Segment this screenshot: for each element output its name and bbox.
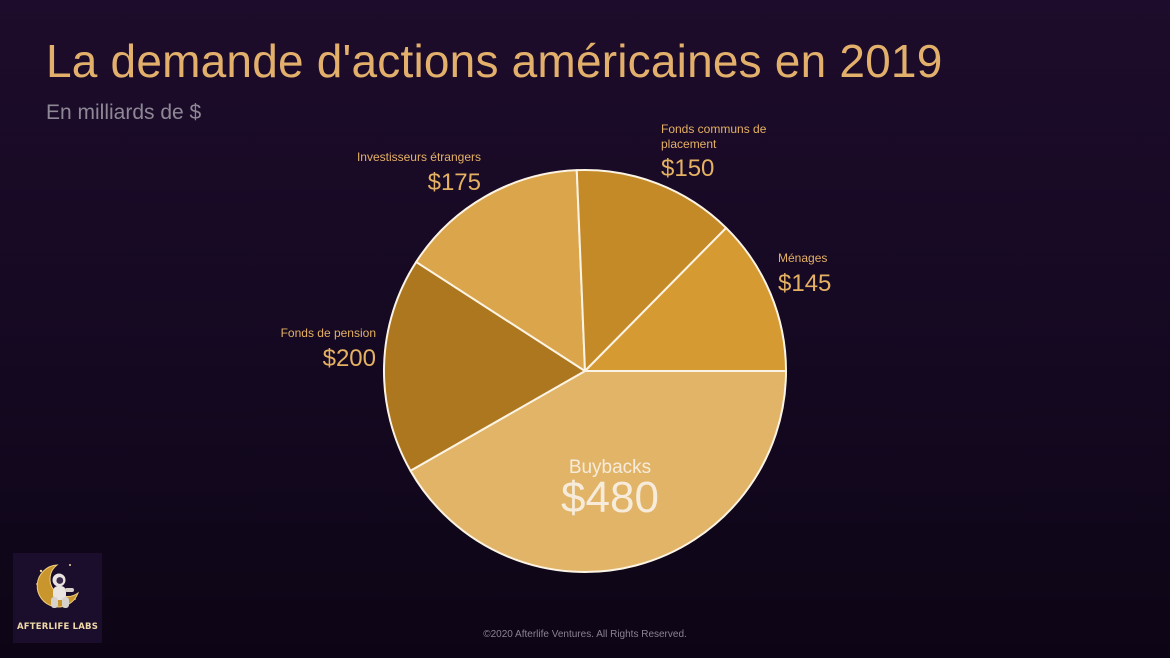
pie-slice-fonds-de-pension xyxy=(382,260,586,472)
copyright-footer: ©2020 Afterlife Ventures. All Rights Res… xyxy=(483,629,687,640)
slice-value-buybacks: $480 xyxy=(561,473,659,522)
slice-value-fonds-de-pension: $200 xyxy=(323,345,376,372)
slice-label-fonds-de-pension: Fonds de pension xyxy=(281,326,376,340)
pie-labels: Buybacks$480 Fonds de pension $200 Investis… xyxy=(281,122,832,522)
slice-label-menages: Ménages xyxy=(778,251,827,265)
afterlife-labs-logo: AFTERLIFE LABS xyxy=(13,553,102,643)
slice-label-fonds-communs-de-placement: Fonds communs de placement xyxy=(661,122,767,151)
pie-slices xyxy=(382,169,787,574)
slice-value-investisseurs-etrangers: $175 xyxy=(428,169,481,196)
pie-slice-fonds-communs-de-placement xyxy=(575,169,728,372)
slice-label-investisseurs-etrangers: Investisseurs étrangers xyxy=(357,150,481,164)
pie-slice-buybacks xyxy=(409,370,787,574)
chart-title: La demande d'actions américaines en 2019 xyxy=(46,35,943,87)
slice-value-fonds-communs-de-placement: $150 xyxy=(661,155,714,182)
slice-label-buybacks: Buybacks xyxy=(569,457,651,478)
astronaut-moon-icon xyxy=(36,564,80,608)
chart-subtitle: En milliards de $ xyxy=(46,101,202,124)
pie-slice-investisseurs-etrangers xyxy=(415,169,586,372)
logo-text: AFTERLIFE LABS xyxy=(16,622,99,632)
pie-slice-menages xyxy=(584,226,787,372)
slice-value-menages: $145 xyxy=(778,270,831,297)
